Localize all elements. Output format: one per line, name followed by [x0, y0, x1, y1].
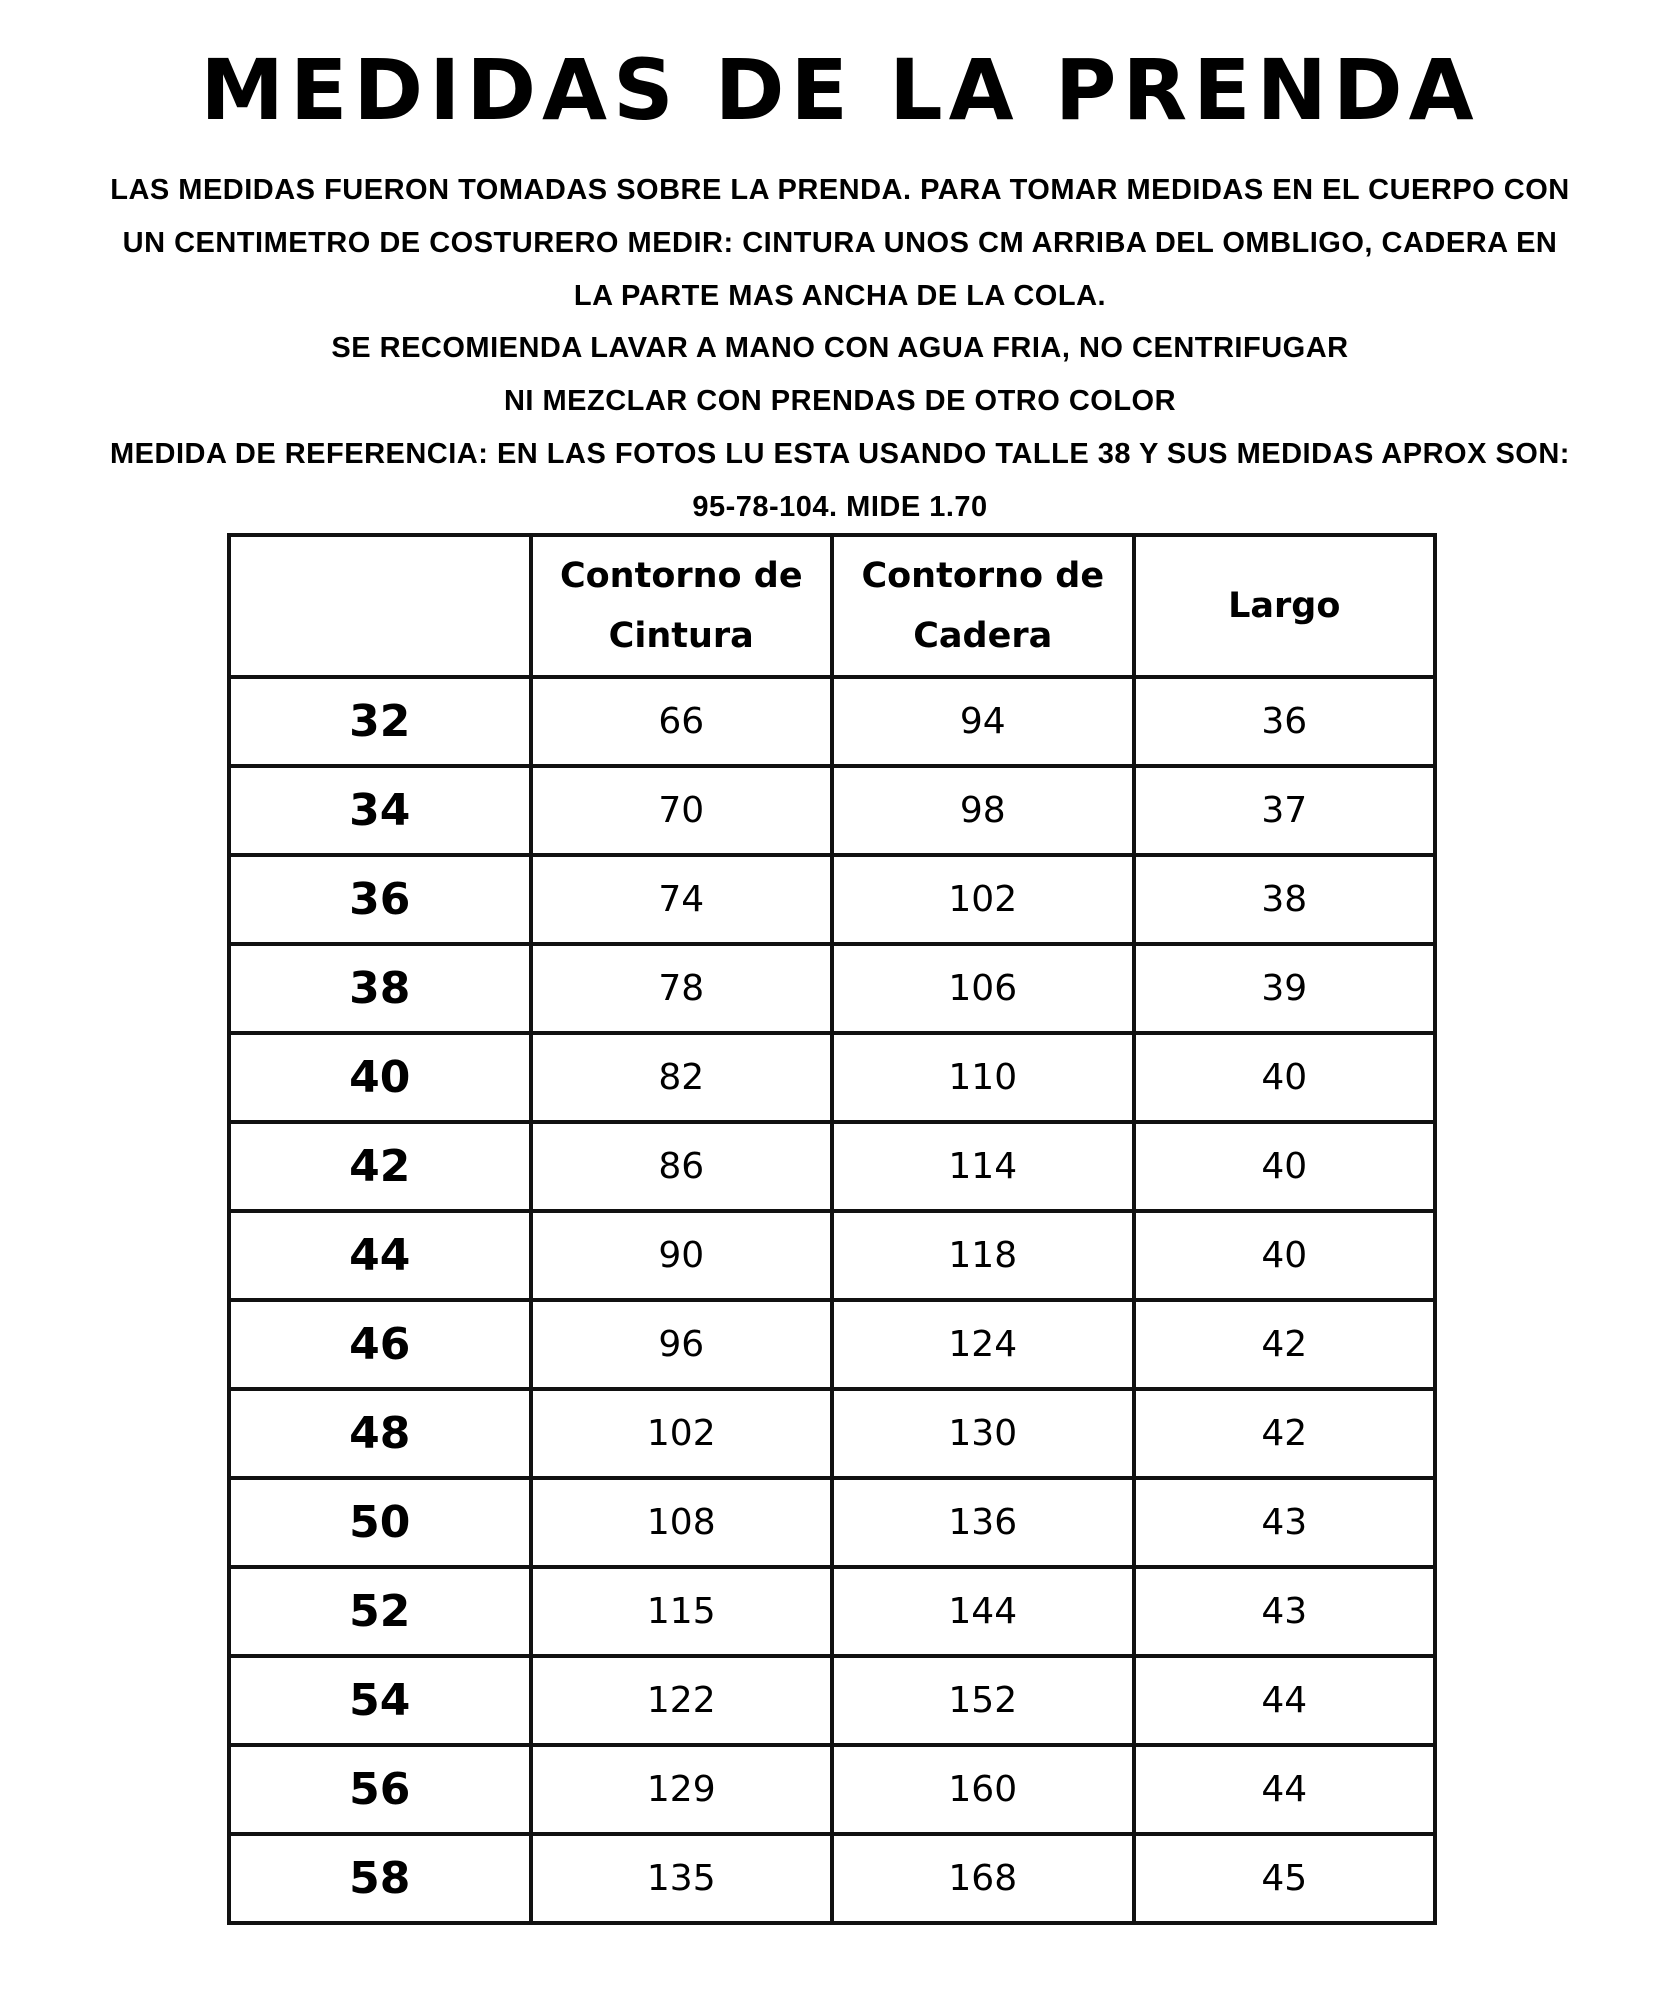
size-cell: 38 — [227, 942, 533, 1035]
note-line: 95-78-104. MIDE 1.70 — [692, 490, 988, 523]
header-waist: Contorno de Cintura — [528, 533, 834, 679]
hip-cell: 160 — [830, 1743, 1136, 1836]
length-cell: 43 — [1131, 1565, 1437, 1658]
header-hip: Contorno de Cadera — [830, 533, 1136, 679]
size-cell: 36 — [227, 853, 533, 946]
hip-cell: 118 — [830, 1209, 1136, 1302]
note-line: MEDIDA DE REFERENCIA: EN LAS FOTOS LU ES… — [110, 437, 1570, 470]
note-line: NI MEZCLAR CON PRENDAS DE OTRO COLOR — [503, 385, 1177, 418]
size-table: Contorno de Cintura Contorno de Cadera L… — [227, 533, 1437, 1925]
table-header-row: Contorno de Cintura Contorno de Cadera L… — [227, 533, 1437, 679]
table-row: 34 70 98 37 — [227, 764, 1437, 857]
size-cell: 50 — [227, 1476, 533, 1569]
length-cell: 43 — [1131, 1476, 1437, 1569]
size-cell: 32 — [227, 675, 533, 768]
length-cell: 36 — [1131, 675, 1437, 768]
waist-cell: 122 — [528, 1654, 834, 1747]
table-row: 50 108 136 43 — [227, 1476, 1437, 1569]
table-row: 52 115 144 43 — [227, 1565, 1437, 1658]
length-cell: 42 — [1131, 1298, 1437, 1391]
note-line: SE RECOMIENDA LAVAR A MANO CON AGUA FRIA… — [331, 332, 1349, 365]
size-cell: 56 — [227, 1743, 533, 1836]
length-cell: 40 — [1131, 1120, 1437, 1213]
header-size — [227, 533, 533, 679]
waist-cell: 135 — [528, 1832, 834, 1925]
hip-cell: 124 — [830, 1298, 1136, 1391]
hip-cell: 136 — [830, 1476, 1136, 1569]
table-row: 58 135 168 45 — [227, 1832, 1437, 1925]
length-cell: 40 — [1131, 1031, 1437, 1124]
table-row: 54 122 152 44 — [227, 1654, 1437, 1747]
size-cell: 52 — [227, 1565, 533, 1658]
hip-cell: 94 — [830, 675, 1136, 768]
table-row: 36 74 102 38 — [227, 853, 1437, 946]
table-row: 48 102 130 42 — [227, 1387, 1437, 1480]
hip-cell: 110 — [830, 1031, 1136, 1124]
waist-cell: 82 — [528, 1031, 834, 1124]
note-line: LAS MEDIDAS FUERON TOMADAS SOBRE LA PREN… — [110, 174, 1570, 206]
size-cell: 58 — [227, 1832, 533, 1925]
length-cell: 38 — [1131, 853, 1437, 946]
hip-cell: 144 — [830, 1565, 1136, 1658]
size-cell: 46 — [227, 1298, 533, 1391]
hip-cell: 114 — [830, 1120, 1136, 1213]
length-cell: 40 — [1131, 1209, 1437, 1302]
hip-cell: 130 — [830, 1387, 1136, 1480]
size-cell: 48 — [227, 1387, 533, 1480]
instructions: LAS MEDIDAS FUERON TOMADAS SOBRE LA PREN… — [60, 164, 1620, 534]
size-cell: 34 — [227, 764, 533, 857]
length-cell: 39 — [1131, 942, 1437, 1035]
table-row: 42 86 114 40 — [227, 1120, 1437, 1213]
hip-cell: 168 — [830, 1832, 1136, 1925]
waist-cell: 86 — [528, 1120, 834, 1213]
hip-cell: 98 — [830, 764, 1136, 857]
table-row: 32 66 94 36 — [227, 675, 1437, 768]
length-cell: 44 — [1131, 1654, 1437, 1747]
size-cell: 54 — [227, 1654, 533, 1747]
note-line: UN CENTIMETRO DE COSTURERO MEDIR: CINTUR… — [122, 226, 1558, 259]
size-cell: 40 — [227, 1031, 533, 1124]
waist-cell: 70 — [528, 764, 834, 857]
length-cell: 42 — [1131, 1387, 1437, 1480]
table-row: 40 82 110 40 — [227, 1031, 1437, 1124]
hip-cell: 152 — [830, 1654, 1136, 1747]
waist-cell: 115 — [528, 1565, 834, 1658]
table-row: 44 90 118 40 — [227, 1209, 1437, 1302]
hip-cell: 106 — [830, 942, 1136, 1035]
waist-cell: 90 — [528, 1209, 834, 1302]
waist-cell: 108 — [528, 1476, 834, 1569]
waist-cell: 96 — [528, 1298, 834, 1391]
table-row: 46 96 124 42 — [227, 1298, 1437, 1391]
waist-cell: 66 — [528, 675, 834, 768]
length-cell: 37 — [1131, 764, 1437, 857]
header-length: Largo — [1131, 533, 1437, 679]
table-row: 38 78 106 39 — [227, 942, 1437, 1035]
waist-cell: 74 — [528, 853, 834, 946]
waist-cell: 78 — [528, 942, 834, 1035]
page-title: MEDIDAS DE LA PRENDA — [200, 41, 1480, 139]
size-cell: 42 — [227, 1120, 533, 1213]
note-line: LA PARTE MAS ANCHA DE LA COLA. — [573, 279, 1107, 312]
size-cell: 44 — [227, 1209, 533, 1302]
length-cell: 44 — [1131, 1743, 1437, 1836]
table-row: 56 129 160 44 — [227, 1743, 1437, 1836]
hip-cell: 102 — [830, 853, 1136, 946]
waist-cell: 129 — [528, 1743, 834, 1836]
length-cell: 45 — [1131, 1832, 1437, 1925]
waist-cell: 102 — [528, 1387, 834, 1480]
